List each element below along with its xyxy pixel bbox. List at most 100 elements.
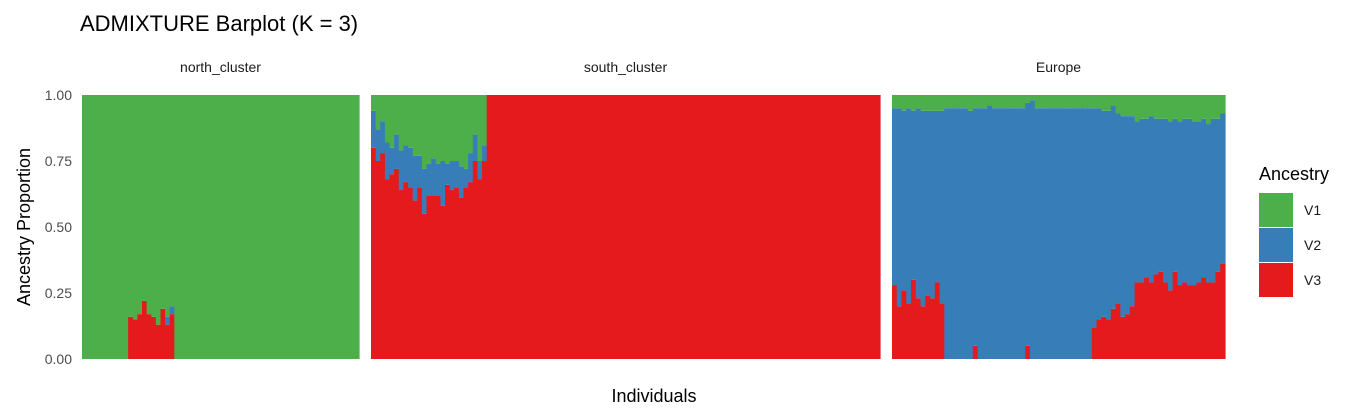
bar-Europe-7-V3 bbox=[920, 306, 926, 359]
x-axis-title: Individuals bbox=[611, 386, 696, 406]
bar-north_cluster-6-V1 bbox=[105, 95, 111, 359]
bar-south_cluster-7-V3 bbox=[398, 190, 404, 359]
bar-Europe-9-V3 bbox=[930, 298, 936, 359]
bar-south_cluster-22-V1 bbox=[468, 95, 474, 154]
facet-label-north_cluster: north_cluster bbox=[180, 59, 261, 75]
bar-south_cluster-18-V1 bbox=[449, 95, 455, 161]
bar-Europe-68-V2 bbox=[1210, 118, 1217, 283]
bar-Europe-5-V2 bbox=[911, 110, 917, 280]
bar-Europe-65-V1 bbox=[1196, 95, 1202, 122]
bar-south_cluster-43-V3 bbox=[565, 95, 571, 359]
bar-Europe-32-V1 bbox=[1039, 95, 1045, 109]
bar-south_cluster-29-V3 bbox=[500, 95, 506, 359]
bar-Europe-67-V3 bbox=[1205, 282, 1212, 359]
bar-south_cluster-56-V3 bbox=[625, 95, 631, 359]
bar-north_cluster-53-V1 bbox=[322, 95, 328, 359]
y-tick-label-0.75: 0.75 bbox=[45, 153, 72, 169]
bar-south_cluster-16-V3 bbox=[440, 205, 446, 359]
bar-Europe-46-V2 bbox=[1106, 110, 1112, 320]
y-tick-label-1.00: 1.00 bbox=[45, 87, 72, 103]
bar-Europe-44-V3 bbox=[1096, 319, 1102, 359]
bar-Europe-35-V1 bbox=[1053, 95, 1060, 109]
bar-Europe-14-V1 bbox=[953, 95, 960, 109]
bar-Europe-70-V1 bbox=[1220, 95, 1226, 114]
bar-Europe-20-V1 bbox=[982, 95, 988, 109]
bar-south_cluster-28-V3 bbox=[495, 95, 502, 359]
bar-south_cluster-2-V3 bbox=[375, 161, 381, 359]
bar-Europe-28-V1 bbox=[1020, 95, 1026, 109]
bar-south_cluster-18-V3 bbox=[449, 190, 455, 359]
facet-panel-Europe bbox=[892, 95, 1226, 359]
bar-Europe-43-V1 bbox=[1091, 95, 1098, 109]
bar-Europe-11-V2 bbox=[939, 110, 945, 304]
bar-Europe-52-V3 bbox=[1134, 282, 1140, 359]
bar-Europe-66-V2 bbox=[1201, 118, 1207, 278]
bar-Europe-47-V2 bbox=[1110, 105, 1117, 309]
bar-Europe-65-V3 bbox=[1196, 282, 1202, 359]
bar-Europe-60-V3 bbox=[1172, 271, 1179, 359]
bar-north_cluster-8-V1 bbox=[114, 95, 120, 359]
facet-panels: north_cluster south_cluster Europe bbox=[82, 59, 1226, 359]
bar-north_cluster-35-V1 bbox=[238, 95, 245, 359]
bar-Europe-18-V3 bbox=[972, 345, 979, 359]
bar-north_cluster-9-V1 bbox=[118, 95, 125, 359]
bar-south_cluster-23-V3 bbox=[472, 161, 479, 359]
bar-Europe-27-V1 bbox=[1015, 95, 1022, 109]
bar-Europe-11-V3 bbox=[939, 303, 945, 359]
bar-north_cluster-54-V1 bbox=[326, 95, 332, 359]
bar-south_cluster-15-V1 bbox=[435, 95, 442, 164]
bar-south_cluster-103-V3 bbox=[842, 95, 849, 359]
bar-south_cluster-24-V2 bbox=[477, 161, 483, 180]
bar-south_cluster-25-V3 bbox=[482, 161, 488, 359]
y-axis-title: Ancestry Proportion bbox=[14, 148, 34, 306]
bar-Europe-19-V1 bbox=[977, 95, 983, 109]
bar-Europe-48-V2 bbox=[1115, 113, 1121, 304]
bar-Europe-54-V2 bbox=[1144, 118, 1150, 278]
bar-Europe-34-V1 bbox=[1048, 95, 1055, 109]
bar-south_cluster-8-V1 bbox=[403, 95, 409, 146]
bar-south_cluster-2-V2 bbox=[375, 129, 381, 161]
bar-Europe-68-V3 bbox=[1210, 282, 1217, 359]
bar-Europe-61-V2 bbox=[1177, 121, 1183, 286]
bar-Europe-57-V1 bbox=[1158, 95, 1164, 119]
bar-Europe-66-V3 bbox=[1201, 277, 1207, 359]
bar-Europe-8-V3 bbox=[925, 295, 931, 359]
bar-north_cluster-33-V1 bbox=[229, 95, 235, 359]
bar-south_cluster-106-V3 bbox=[856, 95, 863, 359]
bar-Europe-3-V1 bbox=[901, 95, 907, 111]
bar-Europe-43-V2 bbox=[1091, 108, 1098, 328]
bar-south_cluster-81-V3 bbox=[741, 95, 747, 359]
bar-south_cluster-90-V3 bbox=[782, 95, 789, 359]
bar-Europe-11-V1 bbox=[939, 95, 945, 111]
bar-south_cluster-95-V3 bbox=[805, 95, 812, 359]
bar-south_cluster-17-V1 bbox=[445, 95, 451, 164]
bar-north_cluster-25-V1 bbox=[192, 95, 199, 359]
bar-south_cluster-21-V3 bbox=[463, 187, 469, 359]
bar-Europe-70-V2 bbox=[1220, 113, 1226, 264]
bar-south_cluster-70-V3 bbox=[690, 95, 696, 359]
bar-south_cluster-25-V1 bbox=[482, 95, 488, 146]
bar-south_cluster-27-V3 bbox=[491, 95, 497, 359]
bar-south_cluster-14-V1 bbox=[431, 95, 437, 159]
bar-Europe-10-V2 bbox=[934, 110, 941, 283]
bar-Europe-45-V2 bbox=[1101, 110, 1107, 317]
bar-south_cluster-82-V3 bbox=[745, 95, 752, 359]
bar-south_cluster-93-V3 bbox=[796, 95, 802, 359]
bar-north_cluster-11-V1 bbox=[128, 95, 134, 317]
bar-Europe-16-V1 bbox=[963, 95, 969, 109]
bar-south_cluster-69-V3 bbox=[685, 95, 691, 359]
y-tick-label-0.50: 0.50 bbox=[45, 219, 72, 235]
bar-Europe-18-V1 bbox=[972, 95, 979, 109]
bar-Europe-54-V3 bbox=[1144, 277, 1150, 359]
bar-Europe-20-V2 bbox=[982, 108, 988, 359]
bar-Europe-67-V2 bbox=[1205, 124, 1212, 283]
bar-south_cluster-87-V3 bbox=[768, 95, 775, 359]
bar-Europe-33-V1 bbox=[1044, 95, 1050, 109]
bar-Europe-52-V1 bbox=[1134, 95, 1140, 122]
bar-Europe-64-V2 bbox=[1191, 121, 1198, 286]
bar-north_cluster-15-V1 bbox=[146, 95, 152, 315]
facet-label-south_cluster: south_cluster bbox=[584, 59, 668, 75]
bar-Europe-40-V1 bbox=[1077, 95, 1083, 109]
bar-south_cluster-96-V3 bbox=[810, 95, 816, 359]
bar-Europe-18-V2 bbox=[972, 108, 979, 346]
